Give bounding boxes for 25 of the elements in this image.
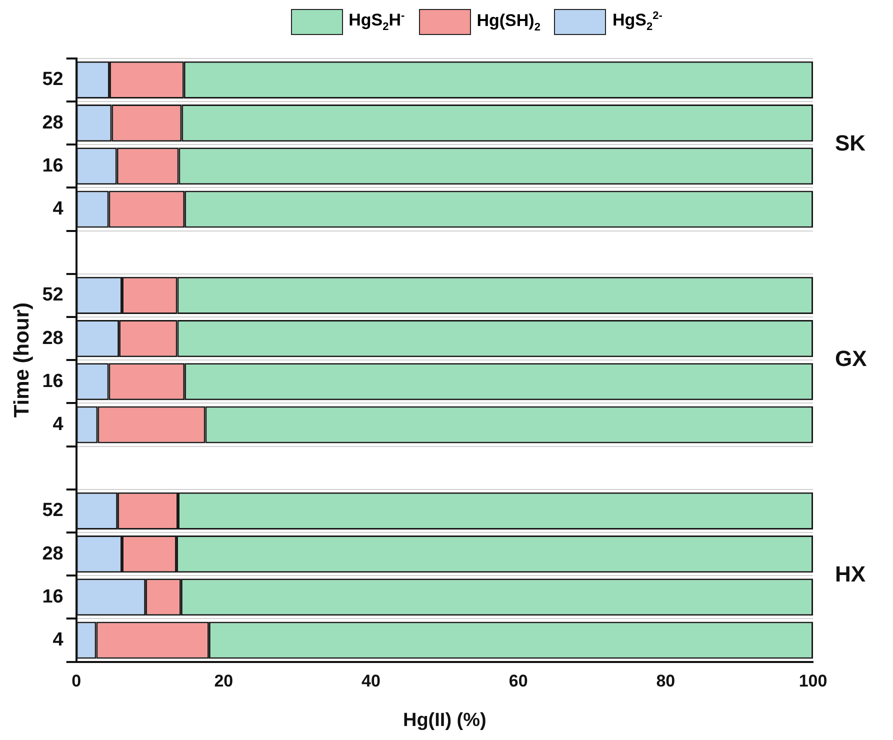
y-tick-label: 4 [52, 629, 64, 650]
y-tick-label: 28 [42, 328, 64, 349]
y-tick-label: 16 [42, 370, 64, 392]
x-tick-label: 60 [508, 672, 528, 691]
x-tick-label: 0 [72, 672, 82, 691]
y-tick-label: 4 [52, 414, 64, 435]
y-tick-label: 4 [52, 198, 64, 220]
x-tick-label: 40 [362, 672, 380, 691]
y-tick-label: 28 [42, 112, 64, 134]
y-tick-label: 16 [42, 155, 64, 176]
y-axis-title: Time (hour) [10, 302, 34, 418]
text: HX [835, 562, 866, 587]
x-axis-title: Hg(II) (%) [402, 710, 486, 731]
x-tick-label: 20 [214, 672, 234, 691]
text: SK [835, 130, 866, 156]
y-tick-label: 16 [42, 586, 64, 608]
series-label: HgS$_{2}$H$^{-}$ [348, 10, 405, 34]
y-tick-label: 28 [42, 543, 64, 564]
legend-label: Hg(SH)$_{2}$ [476, 10, 540, 34]
y-tick-label: 52 [42, 500, 64, 522]
x-tick-label: 80 [656, 672, 676, 691]
x-tick-label: 100 [798, 672, 828, 691]
y-tick-label: 52 [42, 69, 64, 90]
y-tick-label: 52 [42, 284, 64, 306]
text: GX [835, 346, 868, 372]
